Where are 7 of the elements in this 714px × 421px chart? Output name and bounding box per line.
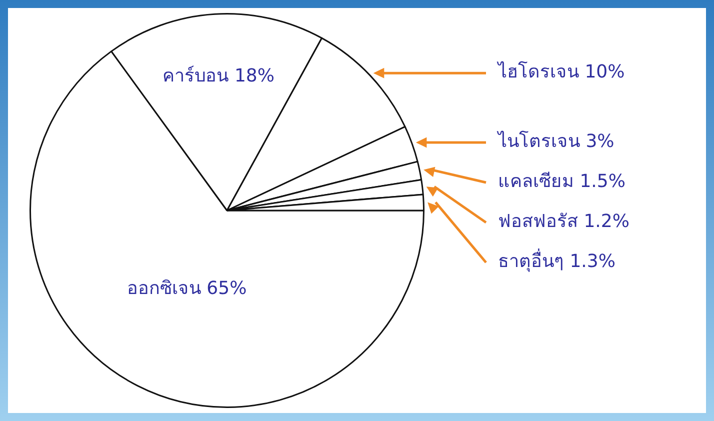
slice-label: ธาตุอื่นๆ 1.3% bbox=[498, 248, 616, 272]
slice-label: ฟอสฟอรัส 1.2% bbox=[498, 211, 630, 232]
slice-label: ไนโตรเจน 3% bbox=[496, 130, 614, 152]
slice-label: แคลเซียม 1.5% bbox=[498, 171, 626, 192]
slice-label: คาร์บอน 18% bbox=[162, 66, 274, 87]
slice-label: ไฮโดรเจน 10% bbox=[496, 60, 625, 83]
slice-label: ออกซิเจน 65% bbox=[126, 278, 247, 300]
